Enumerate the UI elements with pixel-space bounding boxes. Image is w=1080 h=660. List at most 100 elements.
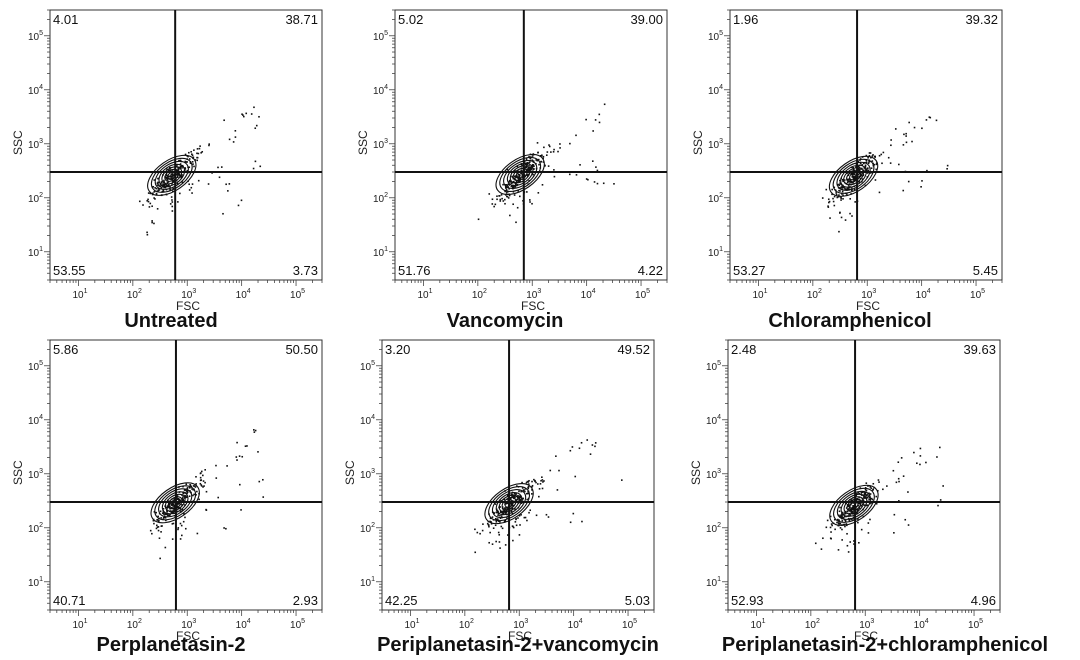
scatter-point (544, 164, 546, 167)
scatter-point (182, 492, 185, 495)
scatter-point (531, 202, 533, 205)
scatter-point (848, 504, 850, 507)
scatter-point (829, 515, 832, 518)
scatter-point (844, 525, 846, 528)
scatter-point (861, 503, 864, 506)
plot-frame (49, 9, 323, 281)
scatter-point (822, 537, 824, 540)
scatter-point (499, 547, 501, 549)
scatter-point (499, 517, 502, 520)
scatter-point (517, 173, 520, 175)
scatter-point (234, 136, 237, 138)
scatter-point (839, 182, 841, 184)
scatter-point (846, 193, 848, 195)
scatter-point (155, 187, 158, 190)
scatter-point (504, 520, 507, 522)
scatter-point (594, 119, 597, 121)
x-tick-label: 101 (72, 288, 87, 301)
scatter-point (138, 200, 141, 203)
scatter-point (849, 198, 852, 200)
scatter-point (175, 169, 178, 172)
density-contour (833, 487, 875, 523)
scatter-point (538, 495, 540, 498)
scatter-point (520, 502, 523, 504)
scatter-point (825, 188, 828, 191)
scatter-point (840, 197, 842, 199)
scatter-point (181, 534, 183, 537)
scatter-point (222, 212, 224, 215)
scatter-point (192, 488, 195, 491)
scatter-point (871, 498, 874, 501)
scatter-point (826, 519, 829, 522)
scatter-point (839, 179, 841, 182)
scatter-point (518, 496, 521, 498)
quadrant-upper-left: 4.01 (53, 12, 78, 27)
scatter-point (603, 103, 606, 106)
scatter-point (869, 485, 872, 488)
scatter-point (514, 185, 517, 188)
scatter-point (847, 517, 850, 520)
scatter-point (846, 178, 849, 181)
scatter-point (902, 144, 905, 146)
scatter-point (936, 456, 938, 458)
x-tick-label: 104 (236, 618, 251, 631)
scatter-point (179, 507, 182, 510)
scatter-point (515, 176, 517, 179)
scatter-point (857, 165, 860, 168)
scatter-point (495, 521, 498, 523)
scatter-point (153, 179, 156, 181)
scatter-point (866, 504, 869, 507)
x-axis-label: FSC (521, 299, 545, 313)
scatter-point (907, 180, 910, 183)
scatter-point (517, 181, 519, 183)
scatter-point (154, 187, 156, 189)
scatter-point (241, 113, 243, 116)
scatter-point (185, 483, 188, 486)
scatter-point (177, 498, 180, 500)
scatter-point (163, 516, 166, 519)
y-tick-label: 103 (708, 138, 723, 151)
scatter-point (149, 529, 152, 532)
scatter-point (838, 514, 840, 517)
scatter-point (158, 185, 161, 187)
scatter-point (602, 182, 605, 185)
scatter-point (849, 514, 852, 516)
scatter-point (517, 190, 519, 192)
scatter-point (152, 186, 155, 188)
scatter-point (252, 167, 255, 170)
scatter-point (494, 517, 497, 520)
scatter-point (839, 211, 841, 214)
scatter-point (596, 169, 599, 172)
scatter-point (168, 503, 170, 506)
scatter-point (814, 542, 817, 545)
y-tick-label: 102 (373, 192, 388, 205)
scatter-point (847, 187, 849, 190)
scatter-point (871, 155, 874, 157)
scatter-point (164, 516, 167, 519)
scatter-point (171, 210, 174, 212)
scatter-point (539, 483, 542, 485)
scatter-point (539, 154, 542, 157)
scatter-point (867, 495, 870, 497)
scatter-point (184, 153, 187, 156)
x-tick-label: 104 (568, 618, 583, 631)
scatter-point (865, 168, 868, 170)
scatter-point (871, 489, 874, 491)
scatter-point (501, 512, 504, 514)
y-tick-label: 103 (28, 468, 43, 481)
scatter-point (259, 165, 262, 168)
x-tick-label: 104 (916, 288, 931, 301)
scatter-point (171, 199, 173, 201)
scatter-point (252, 429, 255, 431)
scatter-point (185, 495, 187, 497)
scatter-point (191, 192, 193, 194)
scatter-point (905, 141, 908, 144)
scatter-point (505, 502, 507, 505)
scatter-point (489, 521, 492, 523)
scatter-point (518, 490, 520, 493)
scatter-point (507, 186, 510, 188)
scatter-point (518, 514, 521, 517)
y-tick-label: 102 (28, 192, 43, 205)
scatter-point (232, 141, 235, 143)
scatter-point (878, 191, 881, 194)
